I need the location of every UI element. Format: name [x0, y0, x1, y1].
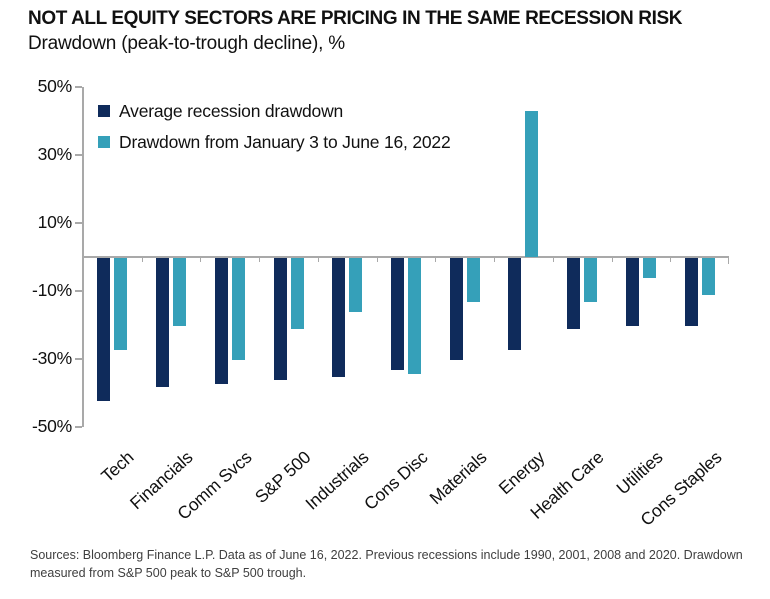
y-axis-label: -50% — [31, 416, 72, 436]
y-axis-line — [82, 87, 84, 427]
legend-item-average-recession-drawdown: Average recession drawdown — [98, 100, 344, 121]
x-axis-end-tick — [727, 258, 729, 264]
y-axis-tick — [75, 358, 82, 360]
y-axis-label: -10% — [31, 280, 72, 300]
legend-item-2022-drawdown: Drawdown from January 3 to June 16, 2022 — [98, 131, 451, 152]
y-axis-tick — [75, 222, 82, 224]
legend-label: Average recession drawdown — [119, 100, 344, 121]
x-axis-tick — [317, 258, 319, 262]
y-axis-label: 10% — [37, 212, 73, 232]
legend-swatch-navy — [98, 105, 110, 117]
bar-ytd-utilities — [642, 258, 656, 279]
x-axis-tick — [259, 258, 261, 262]
bar-ytd-energy — [525, 110, 539, 257]
x-axis-tick — [435, 258, 437, 262]
source-note: Sources: Bloomberg Finance L.P. Data as … — [30, 548, 743, 581]
bar-ytd-industrials — [349, 258, 363, 313]
y-axis-label: 30% — [37, 144, 73, 164]
x-axis-tick — [670, 258, 672, 262]
bar-avg-cons-disc — [391, 258, 404, 371]
x-axis-tick — [376, 258, 378, 262]
bar-ytd-materials — [466, 258, 480, 303]
chart-title: NOT ALL EQUITY SECTORS ARE PRICING IN TH… — [28, 8, 683, 29]
x-axis-label-cons-staples: Cons Staples — [636, 447, 726, 530]
y-axis-tick — [75, 86, 82, 88]
chart-subtitle: Drawdown (peak-to-trough decline), % — [28, 33, 346, 54]
y-axis-tick — [75, 426, 82, 428]
bar-avg-comm-svcs — [214, 258, 228, 384]
bar-avg-tech — [97, 258, 111, 401]
y-axis-label: -30% — [31, 348, 72, 368]
y-axis-tick — [75, 154, 82, 156]
bar-avg-industrials — [332, 258, 346, 377]
bar-avg-utilities — [625, 258, 639, 326]
bar-ytd-comm-svcs — [231, 258, 245, 360]
bar-ytd-cons-disc — [408, 258, 421, 374]
legend-label: Drawdown from January 3 to June 16, 2022 — [119, 131, 451, 152]
y-axis-label: 50% — [37, 76, 73, 96]
bar-avg-health-care — [567, 258, 581, 330]
legend-swatch-teal — [98, 136, 110, 148]
zero-baseline — [83, 256, 729, 258]
x-axis-tick — [141, 258, 143, 262]
bar-ytd-health-care — [584, 258, 598, 303]
x-axis-tick — [200, 258, 202, 262]
bar-ytd-financials — [173, 258, 187, 326]
x-axis-tick — [494, 258, 496, 262]
bar-avg-energy — [508, 258, 522, 350]
bar-avg-s-p-500 — [273, 258, 287, 381]
bar-avg-financials — [156, 258, 170, 388]
x-axis-tick — [552, 258, 554, 262]
bar-ytd-tech — [114, 258, 128, 350]
bar-avg-materials — [449, 258, 463, 360]
x-axis-tick — [611, 258, 613, 262]
bar-ytd-cons-staples — [701, 258, 715, 296]
bar-ytd-s-p-500 — [290, 258, 304, 330]
bar-avg-cons-staples — [684, 258, 698, 326]
y-axis-tick — [75, 290, 82, 292]
